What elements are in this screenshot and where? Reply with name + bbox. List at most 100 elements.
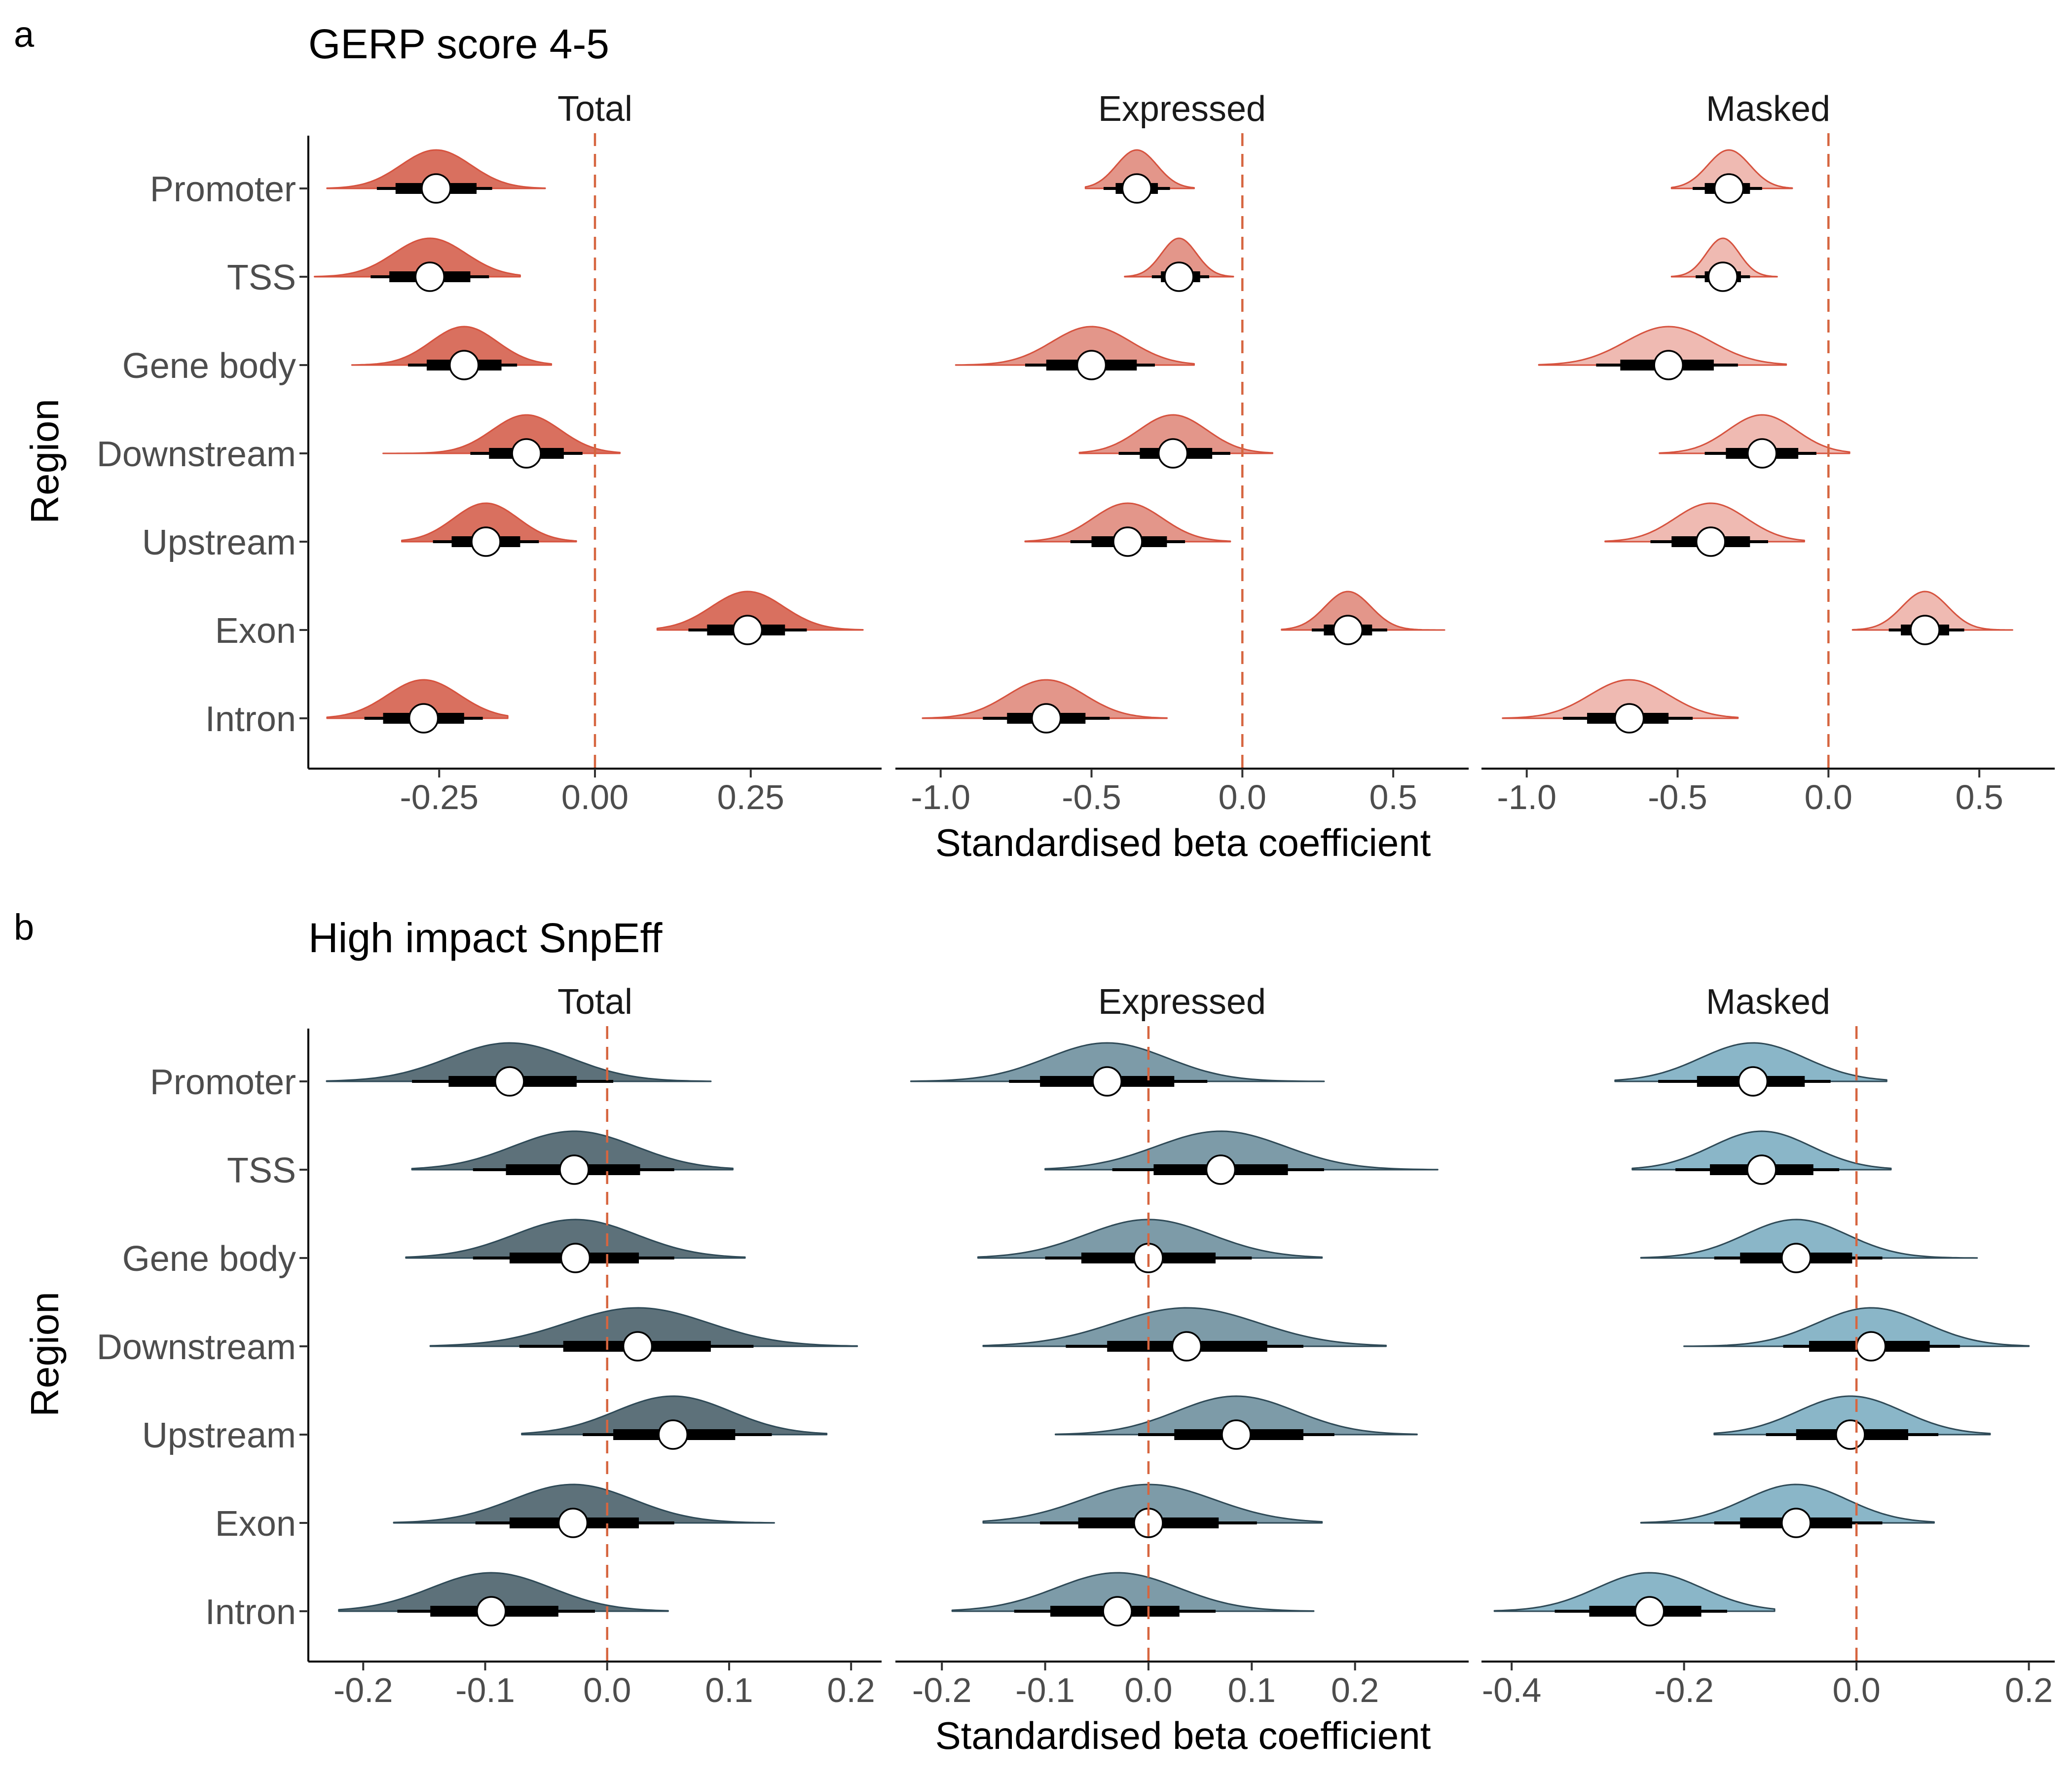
- median-point: [1738, 1066, 1769, 1097]
- median-point: [476, 1596, 507, 1627]
- median-point: [1747, 438, 1777, 469]
- density-curve: [1640, 1483, 1935, 1524]
- median-point: [1221, 1419, 1252, 1450]
- density-curve: [338, 1572, 669, 1612]
- x-tick-label: -0.1: [1015, 1671, 1075, 1709]
- median-point: [511, 438, 542, 469]
- x-tick-label: 0.2: [827, 1671, 875, 1709]
- row-exon: [656, 591, 864, 645]
- row-intron: [338, 1572, 669, 1627]
- density-curve: [1670, 237, 1778, 278]
- density-curve: [393, 1483, 775, 1524]
- density-curve: [1044, 1130, 1439, 1171]
- row-exon: [1640, 1483, 1935, 1538]
- x-tick-label: 0.5: [1369, 778, 1417, 816]
- facet-label: Expressed: [1098, 89, 1266, 129]
- x-tick-label: -0.5: [1648, 778, 1707, 816]
- panel-b-x-axis-label: Standardised beta coefficient: [935, 1714, 1431, 1757]
- row-downstream: [1659, 414, 1850, 469]
- x-tick-label: -0.2: [1654, 1671, 1714, 1709]
- panel-b: Promoter TSS Gene body Downstream Upstream Ex…: [97, 982, 2055, 1709]
- row-exon: [1281, 591, 1445, 645]
- median-point: [449, 350, 480, 380]
- x-tick-label: 0.2: [2005, 1671, 2053, 1709]
- median-point: [471, 526, 501, 557]
- density-curve: [1078, 414, 1273, 454]
- median-point: [1205, 1154, 1236, 1185]
- x-tick-label: -0.5: [1062, 778, 1121, 816]
- row-exon: [982, 1483, 1323, 1538]
- row-gene-body: [351, 326, 553, 380]
- y-tick-label: Intron: [205, 1592, 296, 1632]
- row-promoter: [1614, 1042, 1887, 1097]
- row-promoter: [910, 1042, 1325, 1097]
- panel-b-y-axis-label: Region: [23, 1292, 67, 1417]
- panel-b-title: High impact SnpEff: [308, 915, 663, 961]
- density-curve: [977, 1219, 1323, 1259]
- median-point: [1781, 1243, 1812, 1273]
- density-curve: [326, 1042, 712, 1082]
- density-curve: [382, 414, 621, 454]
- x-tick-label: 0.0: [1832, 1671, 1880, 1709]
- row-intron: [1493, 1572, 1776, 1627]
- density-curve: [1055, 1395, 1418, 1436]
- median-point: [560, 1243, 591, 1273]
- median-point: [1707, 261, 1739, 292]
- median-point: [1102, 1596, 1133, 1627]
- facet-expressed: Expressed -1.0 -0.5 0.0 0.5: [895, 89, 1469, 816]
- density-curve: [1084, 149, 1195, 189]
- median-point: [732, 615, 763, 645]
- median-point: [1121, 173, 1152, 204]
- row-promoter: [1670, 149, 1793, 204]
- density-curve: [910, 1042, 1325, 1082]
- density-curve: [411, 1130, 734, 1171]
- x-tick-label: 0.2: [1331, 1671, 1379, 1709]
- median-point: [1746, 1154, 1777, 1185]
- x-tick-label: -0.4: [1482, 1671, 1542, 1709]
- density-curve: [922, 679, 1168, 719]
- row-downstream: [382, 414, 621, 469]
- y-tick-label: Promoter: [150, 1063, 296, 1102]
- density-curve: [982, 1307, 1387, 1347]
- median-point: [494, 1066, 525, 1097]
- row-upstream: [401, 502, 577, 557]
- row-tss: [1670, 237, 1778, 292]
- density-curve: [326, 679, 509, 719]
- density-curve: [1670, 149, 1793, 189]
- y-tick-label: Upstream: [142, 1416, 296, 1455]
- x-tick-label: -0.2: [333, 1671, 393, 1709]
- x-tick-label: -0.2: [912, 1671, 972, 1709]
- row-tss: [411, 1130, 734, 1185]
- y-tick-label: Exon: [215, 611, 296, 651]
- facet-label: Total: [557, 982, 632, 1022]
- density-curve: [1604, 502, 1805, 543]
- density-curve: [1124, 237, 1234, 278]
- facet-label: Masked: [1706, 982, 1830, 1022]
- row-upstream: [1713, 1395, 1991, 1450]
- density-curve: [429, 1307, 858, 1347]
- row-promoter: [326, 149, 546, 204]
- row-downstream: [429, 1307, 858, 1362]
- median-point: [1910, 615, 1940, 645]
- density-curve: [351, 326, 553, 366]
- panel-a-title: GERP score 4-5: [308, 21, 609, 67]
- x-tick-label: -1.0: [1497, 778, 1556, 816]
- row-exon: [1851, 591, 2013, 645]
- density-curve: [1502, 679, 1739, 719]
- median-point: [1031, 703, 1062, 734]
- y-tick-label: TSS: [227, 258, 296, 297]
- facet-masked: Masked -0.4 -0.2 0.0 0.2: [1481, 982, 2055, 1709]
- panel-a-x-axis-label: Standardised beta coefficient: [935, 821, 1431, 864]
- median-point: [1112, 526, 1143, 557]
- row-tss: [1631, 1130, 1892, 1185]
- median-point: [1634, 1596, 1665, 1627]
- facet-label: Total: [557, 89, 632, 129]
- x-tick-label: 0.5: [1955, 778, 2003, 816]
- row-promoter: [326, 1042, 712, 1097]
- y-tick-label: TSS: [227, 1151, 296, 1190]
- density-curve: [1659, 414, 1850, 454]
- row-exon: [393, 1483, 775, 1538]
- row-upstream: [521, 1395, 828, 1450]
- x-tick-label: 0.0: [1219, 778, 1266, 816]
